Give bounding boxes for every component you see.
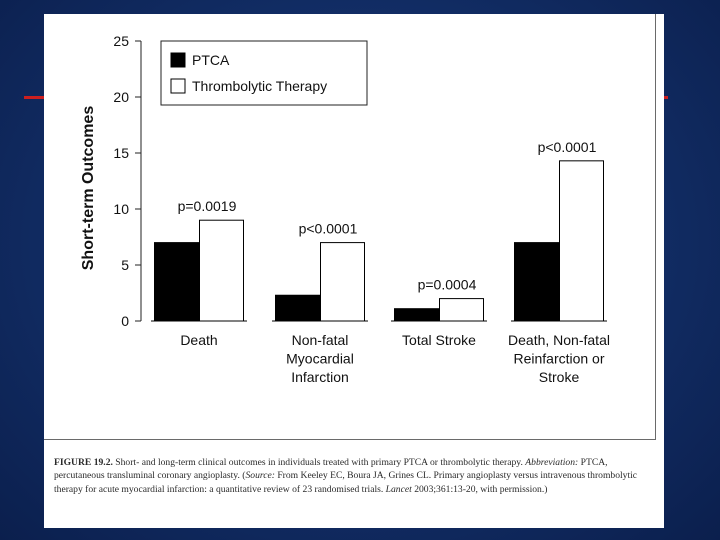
category-label: Infarction [291,369,349,385]
bar-thrombolytic [199,219,244,322]
category-label: Death, Non-fatal [508,332,610,348]
y-tick-label: 10 [113,201,129,217]
bar-chart: 0 5 10 15 20 25 Short-term Outcomes p=0.0019 p<0… [80,33,610,385]
p-value-annotation: p=0.0004 [418,277,477,293]
figure-label: FIGURE 19.2. [54,457,113,468]
bar-thrombolytic [439,298,484,322]
legend-label-thrombolytic: Thrombolytic Therapy [192,78,327,94]
category-label: Non-fatal [292,332,349,348]
y-tick-label: 5 [121,257,129,273]
figure-text: Short- and long-term clinical outcomes i… [112,457,523,468]
p-value-annotation: p<0.0001 [538,139,597,155]
category-label: Myocardial [286,351,354,367]
category-label: Death [180,332,217,348]
citation-text: 2003;361:13-20, with permission.) [411,483,548,495]
chart-frame: 0 5 10 15 20 25 Short-term Outcomes p=0.0019 p<0… [44,14,656,440]
bar-thrombolytic [320,242,365,322]
slide-title-underline-left [24,96,54,99]
bar-ptca [275,294,320,322]
y-tick-label: 25 [113,33,129,49]
bar-ptca [514,242,559,322]
source-label: Source: [245,470,275,482]
journal-name: Lancet [385,483,412,495]
legend-swatch-thrombolytic [170,78,186,94]
legend-label-ptca: PTCA [192,52,230,68]
abbreviation-text: PTCA, percutaneous transluminal coronary… [54,457,608,482]
legend-swatch-ptca [170,52,186,68]
figure-caption: FIGURE 19.2. Short- and long-term clinic… [54,456,654,496]
bar-thrombolytic [559,160,604,322]
bar-ptca [154,242,199,322]
figure-panel: 0 5 10 15 20 25 Short-term Outcomes p=0.0019 p<0… [44,14,664,528]
category-label: Total Stroke [402,332,476,348]
y-tick-label: 0 [121,313,129,329]
y-axis-title: Short-term Outcomes [80,106,97,271]
y-tick-label: 15 [113,145,129,161]
legend-box [160,40,368,106]
source-text: From Keeley EC, Boura JA, Grines CL. Pri… [54,470,638,495]
bar-ptca [394,308,439,322]
abbreviation-label: Abbreviation: [525,457,579,468]
category-label: Reinfarction or [513,351,604,367]
y-tick-label: 20 [113,89,129,105]
category-label: Stroke [539,369,580,385]
p-value-annotation: p<0.0001 [299,221,358,237]
p-value-annotation: p=0.0019 [178,198,237,214]
